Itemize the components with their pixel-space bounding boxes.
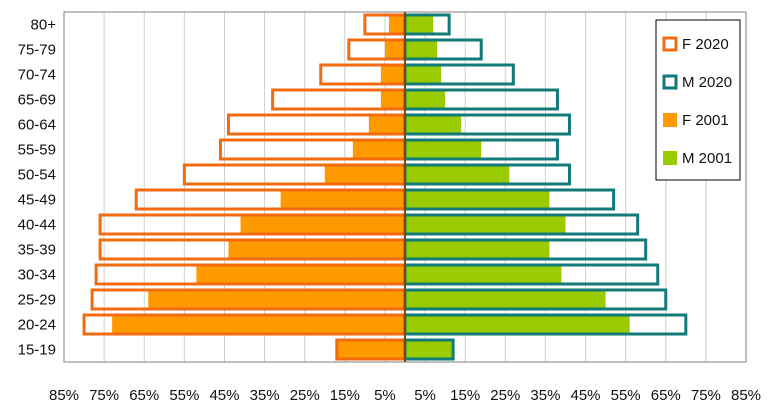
bar-f-2001 xyxy=(352,139,405,160)
age-group-label: 25-29 xyxy=(18,292,56,309)
age-group-label: 70-74 xyxy=(18,67,56,84)
x-tick-label: 45% xyxy=(209,387,239,404)
bar-m-2001 xyxy=(405,239,550,260)
bar-m-2001 xyxy=(405,289,606,310)
bar-f-2001 xyxy=(324,164,405,185)
x-tick-label: 75% xyxy=(89,387,119,404)
age-group-label: 75-79 xyxy=(18,42,56,59)
bar-f-2001 xyxy=(336,339,405,360)
age-group-label: 80+ xyxy=(31,17,57,34)
bar-m-2001 xyxy=(405,64,442,85)
x-tick-label: 85% xyxy=(731,387,761,404)
legend-label: F 2001 xyxy=(682,112,729,129)
legend-swatch xyxy=(663,113,677,127)
x-tick-label: 5% xyxy=(374,387,396,404)
bar-f-2001 xyxy=(388,14,405,35)
x-tick-label: 15% xyxy=(450,387,480,404)
age-group-label: 20-24 xyxy=(18,317,56,334)
age-group-label: 45-49 xyxy=(18,192,56,209)
age-group-label: 35-39 xyxy=(18,242,56,259)
bar-f-2001 xyxy=(380,89,405,110)
age-group-labels: 15-19 20-24 25-29 30-34 35-39 40-44 45-49 50-54… xyxy=(18,17,57,359)
legend-swatch xyxy=(662,74,678,90)
age-group-label: 55-59 xyxy=(18,142,56,159)
bar-f-2001 xyxy=(196,264,405,285)
bar-f-2001 xyxy=(228,239,405,260)
x-tick-label: 75% xyxy=(691,387,721,404)
legend-swatch xyxy=(663,151,677,165)
x-axis-tick-labels: 85% 75% 65% 55% 45% 35% 25% 15% 5% 5% 15% 25% 35% 45%… xyxy=(49,387,761,404)
legend-label: M 2020 xyxy=(682,74,732,91)
bar-m-2001 xyxy=(405,89,446,110)
bar-m-2001 xyxy=(405,139,482,160)
x-tick-label: 25% xyxy=(290,387,320,404)
x-tick-label: 15% xyxy=(330,387,360,404)
x-tick-label: 35% xyxy=(530,387,560,404)
bar-m-2001 xyxy=(405,14,434,35)
x-tick-label: 55% xyxy=(611,387,641,404)
bar-m-2001 xyxy=(405,39,438,60)
legend-swatch xyxy=(662,36,678,52)
bar-m-2001 xyxy=(405,189,550,210)
bar-m-2001 xyxy=(405,314,630,335)
bar-m-2001 xyxy=(405,339,454,360)
bar-f-2001 xyxy=(112,314,405,335)
age-group-label: 15-19 xyxy=(18,342,56,359)
bar-f-2001 xyxy=(368,114,405,135)
bar-m-2001 xyxy=(405,264,562,285)
bar-f-2001 xyxy=(240,214,405,235)
x-tick-label: 85% xyxy=(49,387,79,404)
age-group-label: 40-44 xyxy=(18,217,56,234)
legend-label: F 2020 xyxy=(682,36,729,53)
bar-f-2001 xyxy=(384,39,405,60)
bar-m-2001 xyxy=(405,114,462,135)
bar-f-2001 xyxy=(148,289,405,310)
x-tick-label: 45% xyxy=(571,387,601,404)
legend-label: M 2001 xyxy=(682,150,732,167)
age-group-label: 60-64 xyxy=(18,117,56,134)
age-group-label: 50-54 xyxy=(18,167,56,184)
x-tick-label: 25% xyxy=(490,387,520,404)
bar-f-2001 xyxy=(380,64,405,85)
x-tick-label: 35% xyxy=(250,387,280,404)
bar-m-2001 xyxy=(405,164,510,185)
age-group-label: 30-34 xyxy=(18,267,56,284)
x-tick-label: 5% xyxy=(414,387,436,404)
bar-m-2001 xyxy=(405,214,566,235)
legend: F 2020 M 2020 F 2001 M 2001 xyxy=(655,19,741,181)
bar-f-2001 xyxy=(280,189,405,210)
x-tick-label: 65% xyxy=(651,387,681,404)
x-tick-label: 55% xyxy=(169,387,199,404)
x-tick-label: 65% xyxy=(129,387,159,404)
age-group-label: 65-69 xyxy=(18,92,56,109)
